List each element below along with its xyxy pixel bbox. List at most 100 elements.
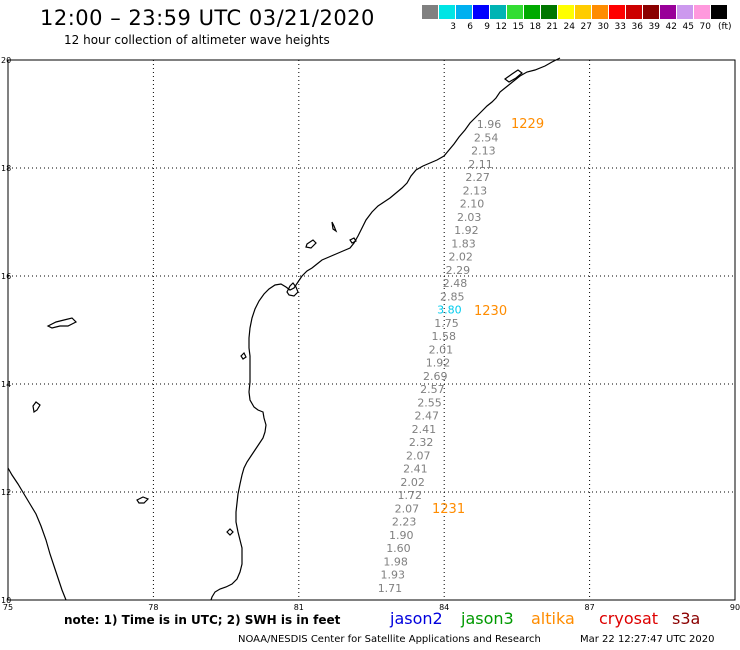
legend-cell: 15 <box>507 5 524 32</box>
swh-value: 1.92 <box>426 357 451 370</box>
legend-label: 27 <box>580 22 592 32</box>
legend-swatch <box>677 5 694 19</box>
legend-label: 70 <box>699 22 711 32</box>
island-17n <box>331 221 338 233</box>
swh-value: 2.85 <box>440 290 465 303</box>
map-axes: 75 78 81 84 87 90 10 12 14 16 18 20 <box>1 56 740 612</box>
legend-cell: 6 <box>456 5 473 32</box>
legend-label: 12 <box>495 22 507 32</box>
swh-value: 2.11 <box>468 158 493 171</box>
lat-tick-label: 20 <box>1 56 11 65</box>
swh-value: 1.96 <box>477 118 502 131</box>
swh-value: 2.54 <box>474 131 499 144</box>
footer-credit: NOAA/NESDIS Center for Satellite Applica… <box>238 634 541 645</box>
satellite-s3a: s3a <box>672 609 701 628</box>
legend-cell: 42 <box>660 5 677 32</box>
lat-tick-label: 16 <box>1 272 11 281</box>
legend-cell: 36 <box>626 5 643 32</box>
swh-value: 2.13 <box>463 184 488 197</box>
lon-tick-label: 84 <box>439 603 449 612</box>
swh-value: 2.69 <box>423 370 448 383</box>
legend-swatch <box>694 5 711 19</box>
legend-swatch <box>439 5 456 19</box>
lon-tick-label: 87 <box>585 603 595 612</box>
swh-value: 2.10 <box>460 198 485 211</box>
legend-swatch <box>524 5 541 19</box>
satellite-altika: altika <box>531 609 575 628</box>
swh-value: 1.92 <box>454 224 479 237</box>
legend-label: 18 <box>529 22 541 32</box>
legend-swatch <box>558 5 575 19</box>
island-11n <box>226 528 234 536</box>
swh-value: 2.41 <box>412 423 437 436</box>
swh-value: 1.98 <box>383 555 408 568</box>
legend-cell: 39 <box>643 5 660 32</box>
lat-tick-label: 14 <box>1 380 11 389</box>
lat-tick-label: 12 <box>1 488 11 497</box>
legend-swatch <box>422 5 439 19</box>
legend-cell: 33 <box>609 5 626 32</box>
legend-cell: 21 <box>541 5 558 32</box>
swh-value: 2.55 <box>417 396 442 409</box>
legend-cell: 3 <box>439 5 456 32</box>
footer-note: note: 1) Time is in UTC; 2) SWH is in fe… <box>64 613 341 627</box>
satellite-cryosat: cryosat <box>599 609 659 628</box>
satellite-jason2: jason2 <box>390 609 443 628</box>
legend-swatch <box>626 5 643 19</box>
legend-swatch <box>473 5 490 19</box>
swh-value: 2.32 <box>409 436 434 449</box>
godavari-delta <box>286 282 299 297</box>
legend-swatch <box>490 5 507 19</box>
swh-value: 2.02 <box>400 476 425 489</box>
swh-value: 1.75 <box>434 317 459 330</box>
swh-value: 2.01 <box>429 343 454 356</box>
legend-unit: (ft) <box>718 22 732 32</box>
lon-tick-label: 81 <box>294 603 304 612</box>
legend-cell: 9 <box>473 5 490 32</box>
swh-value: 3.80 <box>437 304 462 317</box>
legend-swatch <box>660 5 677 19</box>
legend-label: 24 <box>563 22 575 32</box>
legend-swatch <box>711 5 728 19</box>
island-small-a <box>349 237 357 244</box>
east-coast-india <box>210 57 561 601</box>
legend-label: 39 <box>648 22 660 32</box>
lat-tick-label: 10 <box>1 596 11 605</box>
legend-swatch <box>609 5 626 19</box>
legend-swatch <box>643 5 660 19</box>
legend-swatch <box>456 5 473 19</box>
swh-value: 2.27 <box>465 171 490 184</box>
footer-timestamp: Mar 22 12:27:47 UTC 2020 <box>580 634 715 645</box>
legend-cell: 12 <box>490 5 507 32</box>
swh-value: 2.02 <box>448 251 473 264</box>
island-river-mouth <box>503 69 523 83</box>
island-165n <box>305 239 317 249</box>
legend-cell: 45 <box>677 5 694 32</box>
legend-label: 3 <box>450 22 456 32</box>
swh-value: 2.57 <box>420 383 445 396</box>
pass-time-label: 1229 <box>511 117 544 132</box>
legend-label: 15 <box>512 22 524 32</box>
swh-value: 2.13 <box>471 145 496 158</box>
swh-value: 1.93 <box>381 569 406 582</box>
swh-value: 1.90 <box>389 529 414 542</box>
legend-label: 9 <box>484 22 490 32</box>
map-frame <box>7 59 736 601</box>
pass-time-label: 1230 <box>474 304 507 319</box>
coastline <box>7 57 561 601</box>
map-subtitle: 12 hour collection of altimeter wave hei… <box>64 33 330 47</box>
legend-swatch <box>575 5 592 19</box>
swh-value: 2.23 <box>392 516 417 529</box>
legend-cell: 18 <box>524 5 541 32</box>
legend-label: 45 <box>682 22 694 32</box>
legend-cell <box>711 5 728 19</box>
lake-15n <box>46 317 78 329</box>
swh-value: 2.47 <box>414 410 439 423</box>
map-title: 12:00 – 23:59 UTC 03/21/2020 <box>40 6 375 30</box>
map-grid <box>8 60 735 600</box>
legend-label: 36 <box>631 22 643 32</box>
legend-label: 33 <box>614 22 626 32</box>
legend-label: 21 <box>546 22 558 32</box>
altimeter-track: 1.962.542.132.112.272.132.102.031.921.83… <box>378 117 544 595</box>
